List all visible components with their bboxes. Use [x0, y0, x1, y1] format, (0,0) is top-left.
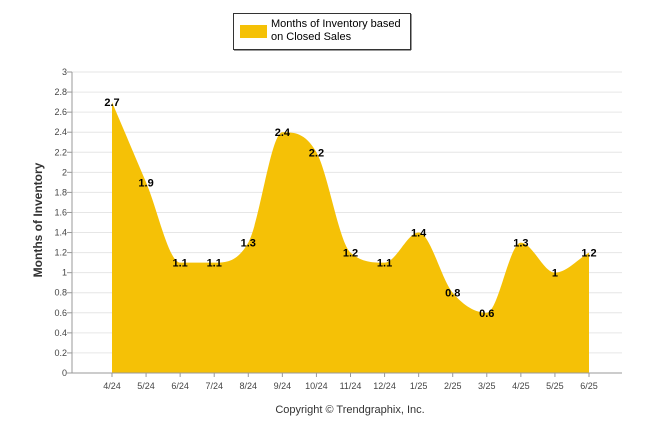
- x-tick-label: 10/24: [305, 381, 328, 391]
- y-axis: 0 0.2 0.4 0.6 0.8 1 1.2 1.4 1.6 1.8 2 2.2 2.4 2.6 2.8 3: [54, 67, 73, 378]
- data-label: 1.2: [581, 248, 596, 260]
- y-tick-label: 2.6: [54, 107, 67, 117]
- copyright-footer: Copyright © Trendgraphix, Inc.: [275, 404, 424, 416]
- y-axis-label: Months of Inventory: [31, 162, 45, 277]
- series-area-fill: [112, 102, 589, 373]
- x-tick-label: 12/24: [373, 381, 396, 391]
- y-tick-label: 1: [62, 268, 67, 278]
- data-label: 1.2: [343, 248, 358, 260]
- x-tick-label: 4/25: [512, 381, 530, 391]
- data-label: 1.1: [172, 258, 187, 270]
- y-tick-label: 1.4: [54, 228, 67, 238]
- legend-swatch: [240, 25, 267, 38]
- y-tick-label: 1.8: [54, 187, 67, 197]
- legend: Months of Inventory based on Closed Sale…: [233, 13, 412, 51]
- data-label: 1.1: [377, 258, 392, 270]
- data-label: 2.4: [275, 127, 291, 139]
- x-tick-label: 9/24: [274, 381, 292, 391]
- series-area: [112, 102, 589, 373]
- y-tick-label: 2.2: [54, 147, 67, 157]
- x-tick-label: 8/24: [240, 381, 258, 391]
- y-tick-label: 0.8: [54, 288, 67, 298]
- y-tick-label: 3: [62, 67, 67, 77]
- legend-label-line1: Months of Inventory based: [271, 18, 401, 30]
- data-label: 1.1: [207, 258, 222, 270]
- data-label: 1.9: [138, 177, 153, 189]
- y-tick-label: 0: [62, 368, 67, 378]
- x-tick-label: 1/25: [410, 381, 428, 391]
- data-label: 1: [552, 268, 558, 280]
- data-label: 1.3: [513, 238, 528, 250]
- x-tick-label: 5/25: [546, 381, 564, 391]
- x-tick-label: 6/25: [580, 381, 598, 391]
- x-axis: 4/24 5/24 6/24 7/24 8/24 9/24 10/24 11/24 12/24 1…: [72, 372, 622, 391]
- data-label: 1.3: [241, 238, 256, 250]
- y-tick-label: 2.8: [54, 87, 67, 97]
- legend-label-line2: on Closed Sales: [271, 31, 352, 43]
- data-label: 2.7: [104, 97, 119, 109]
- y-tick-label: 0.4: [54, 328, 67, 338]
- data-label: 2.2: [309, 147, 324, 159]
- x-tick-label: 7/24: [205, 381, 223, 391]
- x-tick-label: 6/24: [171, 381, 189, 391]
- x-tick-label: 3/25: [478, 381, 496, 391]
- y-tick-label: 0.2: [54, 348, 67, 358]
- y-tick-label: 0.6: [54, 308, 67, 318]
- data-label: 0.8: [445, 288, 460, 300]
- y-tick-label: 1.6: [54, 207, 67, 217]
- x-tick-label: 4/24: [103, 381, 121, 391]
- x-tick-label: 2/25: [444, 381, 462, 391]
- y-tick-label: 1.2: [54, 248, 67, 258]
- data-label: 0.6: [479, 308, 494, 320]
- x-tick-label: 11/24: [340, 381, 362, 391]
- y-tick-label: 2: [62, 167, 67, 177]
- x-tick-label: 5/24: [137, 381, 155, 391]
- data-labels: 2.7 1.9 1.1 1.1 1.3 2.4 2.2 1.2 1.1 1.4 0.8 0.6 1.3 1…: [104, 97, 596, 320]
- data-label: 1.4: [411, 228, 427, 240]
- y-tick-label: 2.4: [54, 127, 67, 137]
